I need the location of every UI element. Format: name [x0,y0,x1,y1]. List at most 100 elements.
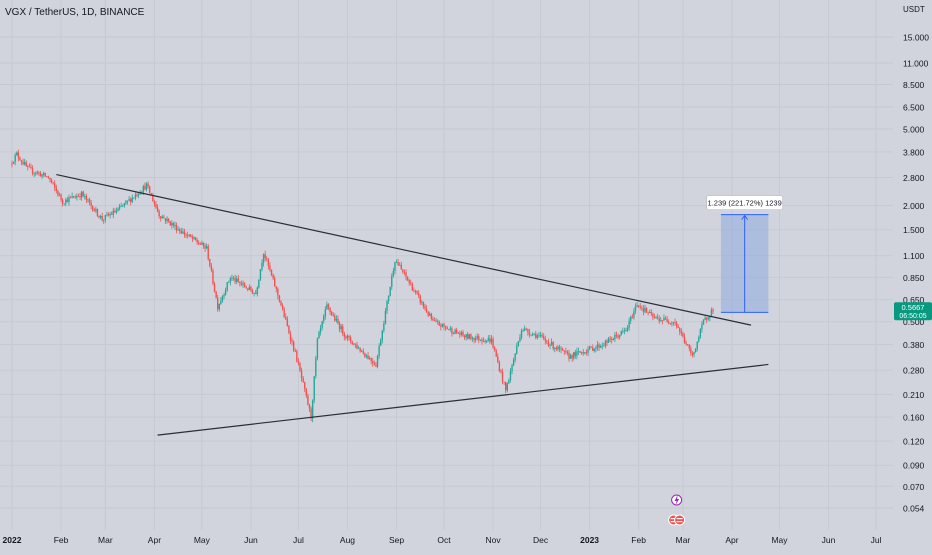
candle-down [527,329,529,333]
candle-down [273,277,276,287]
candle-down [688,345,690,349]
candle-up [368,358,371,360]
candle-down [592,347,594,351]
candle-down [297,361,300,364]
candle-up [625,330,627,331]
candle-down [186,235,189,236]
candle-down [631,316,634,318]
candle-up [380,340,382,346]
candle-down [544,338,546,341]
candle-up [394,262,396,271]
candle-up [125,200,127,204]
candle-up [622,331,624,333]
time-tick-label: Jun [244,535,258,545]
candle-down [39,172,42,177]
trendline-upper[interactable] [56,173,752,326]
candle-down [495,350,497,357]
candle-down [400,264,402,270]
candle-down [478,336,480,341]
candle-up [474,338,477,341]
measure-tool[interactable]: 1.239 (221.72%) 1239 [706,195,783,313]
candle-down [349,337,352,342]
candle-up [699,328,702,338]
candle-up [315,358,317,377]
candle-down [433,319,436,322]
candle-down [291,340,293,342]
candle-up [389,286,391,296]
us-flags-icon[interactable] [674,514,686,526]
candle-up [12,161,15,164]
candle-down [505,382,507,391]
candle-up [229,278,232,282]
candle-up [41,174,43,177]
candle-up [460,332,463,335]
candle-down [147,183,149,187]
candle-up [471,337,474,339]
candle-up [644,307,646,312]
measure-arrow-head [741,214,749,220]
candle-down [239,281,241,284]
lightning-glyph [674,495,680,505]
candle-up [519,337,521,342]
candle-up [391,276,393,287]
candle-down [364,353,366,357]
candle-down [457,332,459,334]
candle-down [27,166,29,167]
candle-down [101,216,103,221]
candle-down [359,347,361,352]
candle-down [683,336,686,343]
candle-down [237,278,239,282]
candle-down [57,190,59,196]
candle-up [429,313,431,316]
candle-down [652,313,654,318]
candle-down [156,207,159,212]
candle-up [87,199,89,201]
candle-down [327,304,330,308]
candle-up [596,344,599,348]
candle-down [281,305,284,309]
candle-down [668,321,670,324]
candle-up [335,318,338,321]
candle-up [486,340,488,342]
candle-down [285,316,287,320]
candle-down [92,205,94,211]
time-tick-label: Apr [148,535,161,545]
candle-up [620,331,622,335]
candle-down [93,210,95,212]
candle-down [430,313,433,319]
candle-down [17,152,20,158]
candle-down [650,312,652,314]
trendline-lower[interactable] [157,363,769,436]
candle-down [411,284,414,291]
flag-stripe [676,518,683,520]
price-tick-label: 0.280 [903,366,925,376]
candle-down [185,234,187,236]
candle-up [549,344,551,346]
candle-down [568,352,570,359]
time-tick-label: Mar [98,535,113,545]
price-tick-label: 0.090 [903,461,925,471]
candle-down [300,370,303,379]
candle-up [569,355,572,359]
current-price-badge [894,302,932,321]
event-markers [668,494,686,526]
symbol-title: VGX / TetherUS, 1D, BINANCE [5,7,145,18]
candles [11,149,714,423]
candle-down [47,176,50,178]
candle-up [346,336,349,339]
candle-down [329,307,331,312]
candle-up [171,223,173,226]
candle-up [128,199,130,201]
measure-label-box [706,195,783,210]
price-unit-label: USDT [903,5,925,14]
candle-up [630,316,632,321]
candle-down [641,307,643,309]
candle-up [109,214,111,216]
candle-up [120,206,122,207]
candle-up [166,218,168,222]
candle-up [516,345,518,354]
time-tick-label: May [194,535,211,545]
candle-up [576,351,578,356]
candle-down [31,167,34,174]
